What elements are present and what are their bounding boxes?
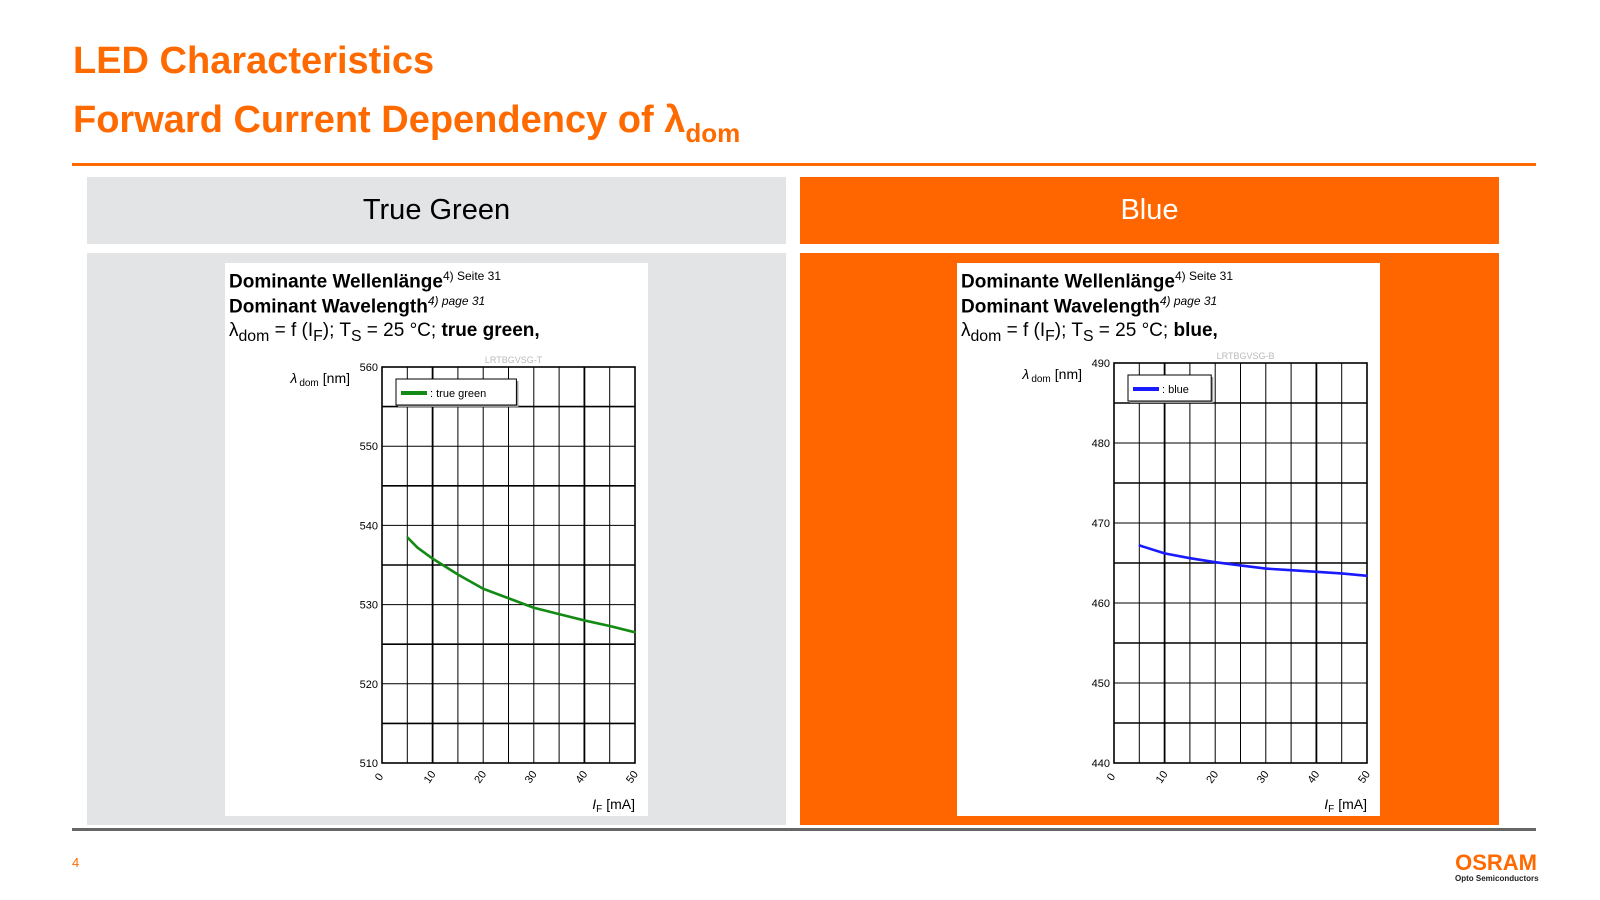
panel-header-true-green: True Green	[87, 177, 786, 244]
data-point	[608, 625, 611, 627]
data-point	[1189, 557, 1191, 559]
caption-german: Dominante Wellenlänge4) Seite 31	[229, 269, 502, 293]
x-tick-label: 30	[523, 769, 540, 786]
data-point	[1366, 575, 1368, 577]
bottom-divider	[72, 828, 1536, 831]
chart-true-green: 510 520 530 540 550 560 0 10 20 30 40 50 λ dom [nm] IF[…	[289, 355, 641, 815]
data-point	[1265, 567, 1267, 570]
data-point	[634, 631, 636, 634]
x-tick-label: 50	[624, 769, 641, 786]
x-tick-label: 0	[1105, 771, 1118, 783]
x-tick-label: 50	[1356, 769, 1373, 786]
caption-english: Dominant Wavelength4) page 31	[229, 294, 486, 318]
y-tick-label: 530	[360, 600, 378, 612]
data-line	[406, 536, 636, 634]
data-point	[1214, 561, 1216, 563]
x-axis-label: IF [mA]	[592, 796, 635, 815]
slide-title: LED Characteristics	[73, 40, 435, 82]
data-point	[482, 587, 485, 590]
data-line	[1138, 544, 1368, 578]
x-tick-label: 20	[472, 769, 489, 786]
x-tick-label: 30	[1255, 769, 1272, 786]
data-point	[507, 597, 510, 600]
data-point	[431, 557, 434, 560]
data-point	[583, 619, 586, 622]
y-tick-label: 540	[360, 520, 378, 532]
chart-card-blue: Dominante Wellenlänge4) Seite 31 Dominan…	[957, 263, 1380, 816]
y-tick-label: 550	[360, 441, 378, 453]
y-tick-label: 520	[360, 679, 378, 691]
data-point	[1315, 571, 1318, 573]
osram-logo: OSRAM Opto Semiconductors	[1455, 850, 1539, 884]
x-axis-label: IF [mA]	[1324, 796, 1367, 815]
plot-frame	[381, 366, 636, 764]
data-point	[558, 613, 560, 615]
caption-formula: λdom = f (IF); TS = 25 °C; true green,	[229, 320, 540, 345]
x-tick-label: 40	[1306, 769, 1323, 786]
logo-tagline: Opto Semiconductors	[1455, 874, 1539, 883]
page-number: 4	[72, 855, 80, 870]
panel-header-blue: Blue	[800, 177, 1499, 244]
data-point	[1138, 544, 1141, 547]
y-tick-label: 480	[1092, 438, 1110, 450]
data-point	[1163, 552, 1166, 555]
y-tick-label: 470	[1092, 518, 1110, 530]
data-point	[1290, 569, 1292, 571]
y-axis-label: λ dom [nm]	[1021, 366, 1082, 385]
chart-code: LRTBGVSG-B	[1217, 351, 1275, 361]
top-divider	[72, 163, 1536, 166]
legend-label: : blue	[1162, 384, 1189, 396]
y-tick-label: 490	[1092, 358, 1110, 370]
data-point	[533, 606, 535, 609]
legend-label: : true green	[430, 388, 486, 400]
y-tick-label: 560	[360, 362, 378, 374]
data-point	[416, 546, 419, 549]
y-tick-label: 440	[1092, 758, 1110, 770]
chart-card-true-green: Dominante Wellenlänge4) Seite 31 Dominan…	[225, 263, 648, 816]
chart-code: LRTBGVSG-T	[485, 355, 543, 365]
data-point	[406, 536, 409, 539]
caption-formula: λdom = f (IF); TS = 25 °C; blue,	[961, 320, 1218, 345]
caption-german: Dominante Wellenlänge4) Seite 31	[961, 269, 1234, 293]
y-axis-label: λ dom [nm]	[289, 370, 350, 389]
plot-frame	[1113, 362, 1368, 764]
legend-box	[1127, 374, 1212, 402]
y-tick-label: 460	[1092, 598, 1110, 610]
data-point	[457, 573, 459, 576]
data-point	[1340, 572, 1343, 575]
logo-brand: OSRAM	[1455, 850, 1537, 875]
caption-english: Dominant Wavelength4) page 31	[961, 294, 1218, 318]
x-tick-label: 40	[574, 769, 591, 786]
x-tick-label: 0	[373, 771, 386, 783]
y-tick-label: 510	[360, 758, 378, 770]
x-tick-label: 10	[422, 769, 439, 786]
chart-blue: 440 450 460 470 480 490 0 10 20 30 40 50 λ dom [nm] IF[…	[1021, 351, 1373, 815]
data-point	[1239, 564, 1242, 567]
x-tick-label: 10	[1154, 769, 1171, 786]
x-tick-label: 20	[1204, 769, 1221, 786]
y-tick-label: 450	[1092, 678, 1110, 690]
slide-subtitle: Forward Current Dependency of λdom	[73, 99, 741, 148]
